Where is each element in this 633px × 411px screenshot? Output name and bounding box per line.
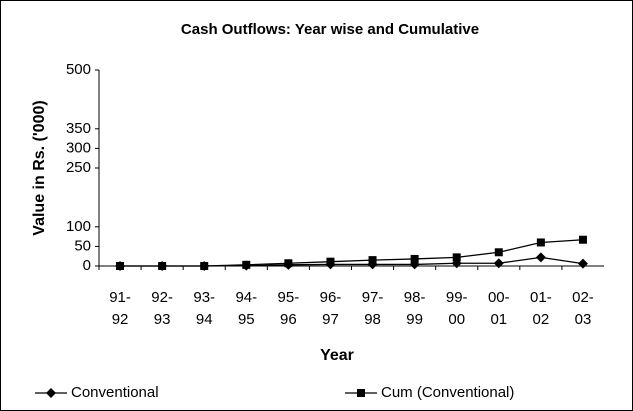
marker xyxy=(284,259,293,268)
marker xyxy=(368,256,377,265)
x-tick-label: 00-01 xyxy=(487,289,510,328)
marker xyxy=(326,257,335,266)
x-tick-label: 01-02 xyxy=(530,289,552,328)
x-tick-label: 02-03 xyxy=(572,289,594,328)
marker xyxy=(452,253,461,262)
series-line xyxy=(120,239,584,267)
marker xyxy=(116,262,125,270)
y-tick-label: 50 xyxy=(74,237,91,254)
y-tick-label: 500 xyxy=(66,61,91,78)
marker xyxy=(158,262,167,270)
x-tick-label: 98-99 xyxy=(403,289,426,328)
x-tick-label: 97-98 xyxy=(361,289,384,328)
marker xyxy=(200,262,209,270)
x-tick-label: 95-96 xyxy=(277,289,300,328)
y-tick-label: 100 xyxy=(66,218,91,235)
y-tick-label: 250 xyxy=(66,159,91,176)
y-tick-label: 300 xyxy=(66,139,91,156)
y-tick-label: 350 xyxy=(66,120,91,137)
marker xyxy=(535,252,546,263)
marker xyxy=(46,388,56,398)
x-tick-label: 99-00 xyxy=(445,289,468,328)
legend-label: Cum (Conventional) xyxy=(381,384,514,401)
marker xyxy=(494,248,503,257)
x-tick-label: 92-93 xyxy=(151,289,173,328)
x-tick-label: 91-92 xyxy=(109,289,131,328)
marker xyxy=(357,389,365,397)
marker xyxy=(242,260,251,269)
x-axis-label: Year xyxy=(320,347,354,364)
x-tick-label: 93-94 xyxy=(193,289,216,328)
marker xyxy=(493,258,504,269)
x-tick-label: 96-97 xyxy=(319,289,342,328)
marker xyxy=(536,238,545,247)
marker xyxy=(410,254,419,263)
chart-title: Cash Outflows: Year wise and Cumulative xyxy=(181,21,479,38)
y-axis-label: Value in Rs. ('000) xyxy=(31,100,48,235)
x-tick-label: 94-95 xyxy=(235,289,258,328)
y-tick-label: 0 xyxy=(83,257,91,274)
marker xyxy=(578,235,587,244)
legend-label: Conventional xyxy=(71,384,159,401)
marker xyxy=(577,258,588,269)
